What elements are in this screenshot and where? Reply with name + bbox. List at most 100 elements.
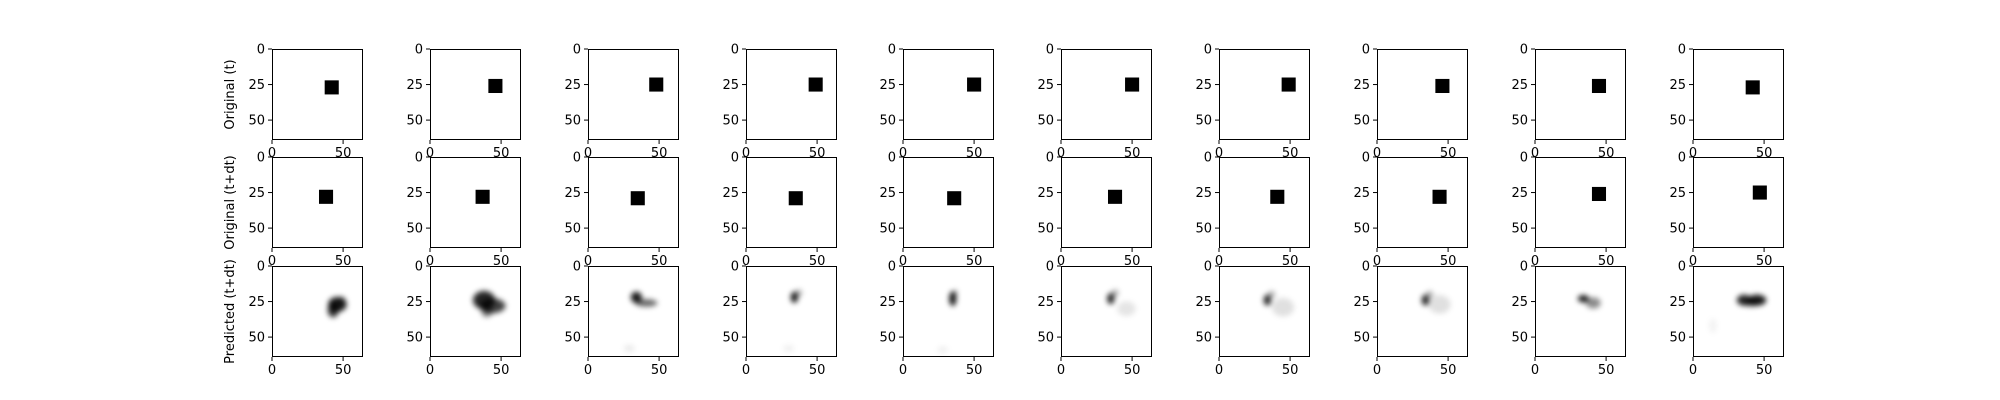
x-tick-label: 0 (1057, 254, 1065, 269)
y-tick-label: 0 (1204, 260, 1212, 275)
moving-square (324, 80, 339, 95)
y-tick-label: 0 (1204, 43, 1212, 58)
x-tick-label: 50 (1598, 254, 1615, 269)
moving-square (1432, 189, 1447, 204)
panel-r2-c9: 0 25 50 0 50 (1511, 151, 1626, 269)
y-tick-label: 25 (1037, 186, 1054, 201)
panel-r2-c3: 0 25 50 0 50 (564, 151, 679, 269)
prediction-blobs (623, 291, 658, 353)
y-tick-label: 25 (1195, 295, 1212, 310)
x-tick-label: 50 (493, 363, 510, 378)
x-tick-label: 50 (1282, 363, 1299, 378)
x-tick-label: 50 (966, 254, 983, 269)
panel-frame (430, 49, 521, 140)
y-tick-label: 0 (415, 260, 423, 275)
prediction-blob (953, 289, 958, 297)
y-tick-label: 0 (1362, 151, 1370, 166)
panel-r3-c8: 0 25 50 0 50 (1353, 260, 1468, 378)
y-tick-label: 0 (415, 151, 423, 166)
y-tick-label: 25 (564, 186, 581, 201)
prediction-blobs (327, 296, 347, 318)
y-tick-label: 0 (731, 43, 739, 58)
y-tick-label: 50 (406, 222, 423, 237)
x-tick-label: 0 (1373, 146, 1381, 161)
panel-background (746, 49, 837, 140)
x-tick-label: 0 (584, 254, 592, 269)
moving-square (1125, 77, 1140, 92)
panel-background (1377, 49, 1468, 140)
panel-frame (746, 157, 837, 248)
y-tick-label: 0 (1520, 151, 1528, 166)
x-tick-label: 0 (426, 363, 434, 378)
panel-r2-c1: 0 25 50 0 50 (248, 151, 363, 269)
y-tick-label: 0 (1046, 260, 1054, 275)
y-tick-label: 50 (879, 331, 896, 346)
moving-square (649, 77, 664, 92)
x-tick-label: 0 (899, 363, 907, 378)
y-tick-label: 0 (1678, 151, 1686, 166)
panel-frame (1219, 266, 1310, 357)
panel-background (272, 266, 363, 357)
y-tick-label: 25 (879, 78, 896, 93)
row-label-1: Original (t) (223, 59, 238, 129)
prediction-blob (937, 346, 949, 354)
moving-square (808, 77, 823, 92)
prediction-blob (1271, 297, 1295, 317)
y-tick-label: 0 (888, 43, 896, 58)
panel-r3-c5: 0 25 50 0 50 (879, 260, 994, 378)
y-tick-label: 50 (406, 331, 423, 346)
x-tick-label: 50 (809, 363, 826, 378)
y-tick-label: 0 (257, 43, 265, 58)
panel-background (746, 266, 837, 357)
panel-r3-c7: 0 25 50 0 50 (1195, 260, 1310, 378)
prediction-blob (327, 302, 339, 318)
panel-frame (746, 266, 837, 357)
x-tick-label: 0 (742, 363, 750, 378)
y-tick-label: 50 (1037, 114, 1054, 129)
x-tick-label: 0 (1215, 254, 1223, 269)
moving-square (630, 191, 645, 206)
prediction-blob (1585, 297, 1601, 309)
panel-background (1061, 266, 1152, 357)
y-tick-label: 50 (1669, 114, 1686, 129)
x-tick-label: 50 (1756, 254, 1773, 269)
x-tick-label: 0 (1373, 363, 1381, 378)
panel-frame (1535, 157, 1626, 248)
moving-square (967, 77, 982, 92)
y-tick-label: 25 (406, 78, 423, 93)
panel-background (272, 49, 363, 140)
panel-background (1693, 157, 1784, 248)
panel-frame (430, 157, 521, 248)
y-tick-label: 25 (248, 295, 265, 310)
x-tick-label: 0 (1215, 363, 1223, 378)
x-tick-label: 0 (426, 146, 434, 161)
subplot-grid: Original (t) 0 25 50 0 50 0 25 50 0 50 0 25 50 0 50 0 25 5… (223, 43, 1784, 378)
panel-r2-c8: 0 25 50 0 50 (1353, 151, 1468, 269)
y-tick-label: 0 (1520, 43, 1528, 58)
y-tick-label: 25 (1037, 295, 1054, 310)
prediction-blob (1267, 290, 1276, 299)
y-tick-label: 50 (1353, 114, 1370, 129)
moving-square (1591, 186, 1607, 202)
x-tick-label: 50 (1440, 363, 1457, 378)
y-tick-label: 25 (1511, 295, 1528, 310)
y-tick-label: 50 (564, 114, 581, 129)
y-tick-label: 50 (248, 331, 265, 346)
prediction-blob (635, 299, 658, 307)
x-tick-label: 0 (1215, 146, 1223, 161)
y-tick-label: 50 (1511, 222, 1528, 237)
y-tick-label: 50 (406, 114, 423, 129)
y-tick-label: 0 (1520, 260, 1528, 275)
y-tick-label: 25 (1353, 186, 1370, 201)
x-tick-label: 50 (966, 363, 983, 378)
y-tick-label: 25 (564, 295, 581, 310)
x-tick-label: 0 (899, 254, 907, 269)
moving-square (1591, 78, 1607, 94)
